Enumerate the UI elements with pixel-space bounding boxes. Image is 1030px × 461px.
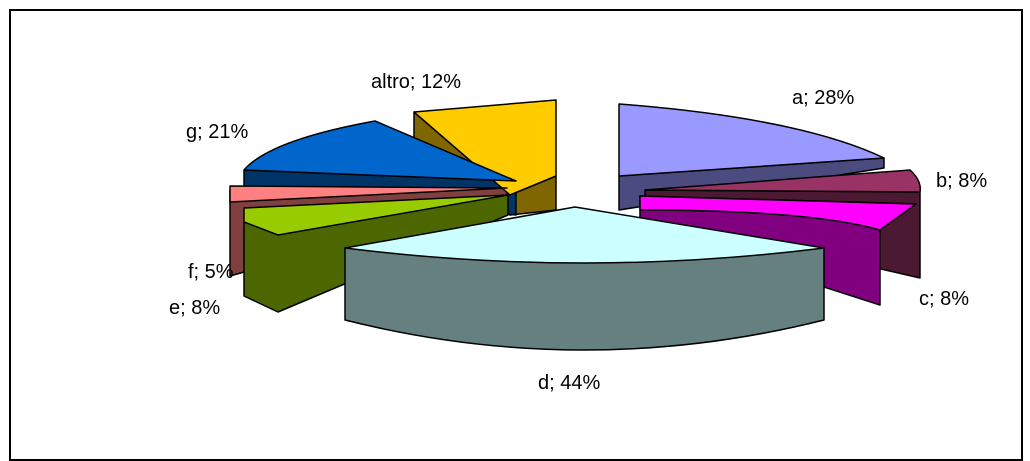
label-d: d; 44% [538,372,600,394]
label-f: f; 5% [188,261,234,283]
label-altro: altro; 12% [371,71,461,93]
slice-d-side [344,247,825,351]
slice-e-top [243,194,509,236]
slice-b-top [644,169,922,193]
label-a: a; 28% [792,87,854,109]
label-b: b; 8% [936,170,987,192]
slice-c-top [639,195,917,231]
slice-d-top [344,206,825,264]
label-g: g; 21% [186,121,248,143]
slice-a-top [618,103,885,177]
label-e: e; 8% [169,297,220,319]
slice-f-top [229,185,508,203]
slice-g-top [243,120,517,182]
label-c: c; 8% [919,288,969,310]
